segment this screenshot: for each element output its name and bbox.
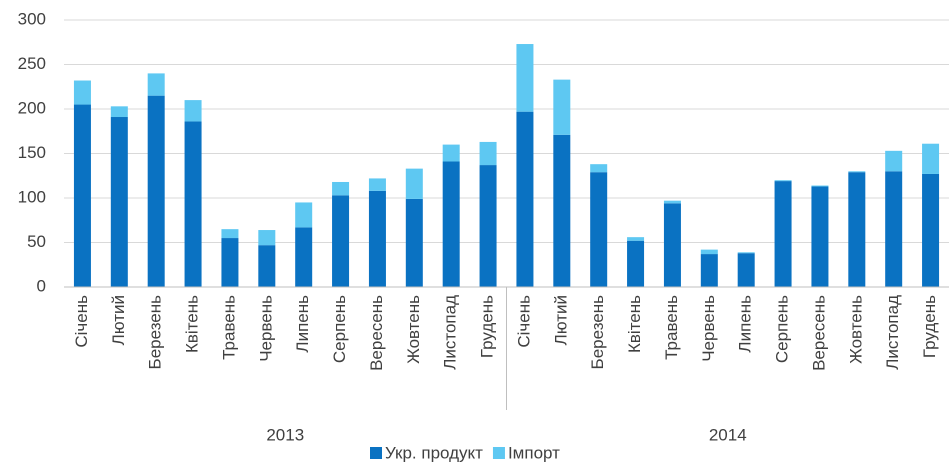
x-tick-label: Червень: [699, 295, 718, 362]
bar-segment: [332, 195, 350, 287]
x-tick-label: Травень: [662, 295, 681, 360]
x-tick-label: Вересень: [367, 295, 386, 371]
y-tick-label: 0: [37, 276, 46, 295]
bar-segment: [922, 173, 940, 287]
bar-segment: [295, 202, 313, 228]
bar-segment: [590, 172, 608, 287]
x-tick-label: Березень: [588, 295, 607, 370]
bar-segment: [627, 240, 645, 287]
bar-segment: [516, 111, 534, 287]
x-tick-label: Листопад: [441, 295, 460, 370]
bar-segment: [368, 190, 386, 287]
y-tick-label: 50: [27, 232, 46, 251]
legend-swatch: [492, 447, 505, 459]
bar-segment: [848, 172, 866, 287]
x-tick-label: Жовтень: [404, 295, 423, 364]
bar-segment: [516, 44, 534, 112]
bar-segment: [811, 185, 829, 187]
bar-segment: [405, 168, 423, 199]
bar-segment: [258, 230, 276, 246]
x-tick-label: Жовтень: [846, 295, 865, 364]
bar-segment: [295, 227, 313, 287]
y-tick-label: 100: [18, 187, 46, 206]
x-tick-label: Липень: [293, 295, 312, 353]
y-tick-label: 300: [18, 9, 46, 28]
x-tick-label: Липень: [736, 295, 755, 353]
bar-segment: [590, 164, 608, 173]
bar-segment: [774, 180, 792, 182]
bar-segment: [110, 117, 128, 287]
x-tick-label: Січень: [514, 295, 533, 348]
x-tick-label: Грудень: [920, 295, 939, 358]
bar-segment: [663, 203, 681, 287]
bar-segment: [184, 121, 202, 288]
x-tick-label: Серпень: [330, 295, 349, 363]
bar-segment: [922, 143, 940, 174]
bar-segment: [442, 144, 460, 162]
bar-segment: [479, 141, 497, 166]
bar-segment: [700, 254, 718, 287]
x-tick-label: Січень: [72, 295, 91, 348]
bar-segment: [442, 161, 460, 287]
bar-segment: [885, 150, 903, 172]
bar-segment: [147, 95, 165, 288]
bar-segment: [73, 80, 91, 105]
x-tick-label: Квітень: [183, 295, 202, 353]
bar-segment: [700, 249, 718, 255]
bar-segment: [147, 73, 165, 96]
legend-swatch: [370, 447, 382, 459]
x-tick-label: Лютий: [109, 295, 128, 345]
group-label: 2013: [266, 425, 304, 444]
x-tick-label: Лютий: [551, 295, 570, 345]
bar-segment: [405, 198, 423, 287]
bar-segment: [663, 200, 681, 204]
y-tick-label: 200: [18, 98, 46, 117]
y-tick-label: 250: [18, 54, 46, 73]
bar-segment: [73, 104, 91, 287]
bar-segment: [221, 229, 239, 239]
x-tick-label: Вересень: [809, 295, 828, 371]
bar-segment: [110, 106, 128, 118]
bar-segment: [885, 171, 903, 287]
group-label: 2014: [709, 425, 747, 444]
x-tick-label: Квітень: [625, 295, 644, 353]
bar-segment: [479, 165, 497, 287]
x-tick-label: Листопад: [883, 295, 902, 370]
bar-segment: [553, 134, 571, 287]
x-tick-label: Березень: [146, 295, 165, 370]
x-tick-label: Серпень: [773, 295, 792, 363]
bar-segment: [221, 238, 239, 287]
bar-segment: [258, 245, 276, 287]
x-tick-label: Травень: [219, 295, 238, 360]
bar-segment: [774, 181, 792, 287]
legend-label: Укр. продукт: [385, 443, 483, 462]
bar-segment: [811, 186, 829, 287]
bar-segment: [737, 253, 755, 287]
bar-segment: [848, 171, 866, 173]
x-tick-label: Червень: [256, 295, 275, 362]
bar-segment: [553, 79, 571, 135]
bar-segment: [627, 237, 645, 241]
legend-label: Імпорт: [508, 443, 560, 462]
bar-segment: [184, 100, 202, 122]
y-tick-label: 150: [18, 143, 46, 162]
x-tick-label: Грудень: [478, 295, 497, 358]
bar-segment: [332, 181, 350, 196]
bar-segment: [368, 178, 386, 191]
bar-segment: [737, 252, 755, 254]
